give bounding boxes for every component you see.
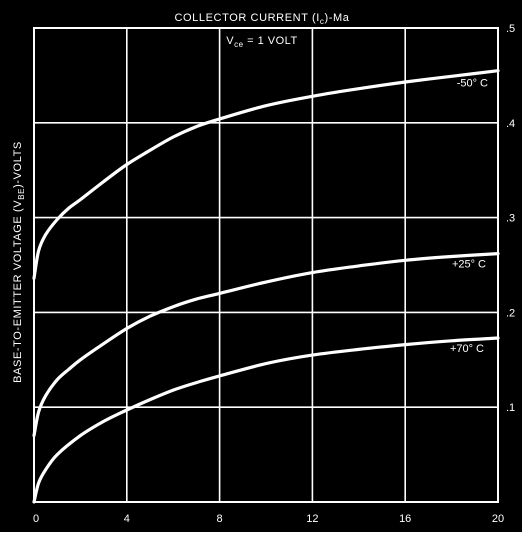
y-tick-label: .4 bbox=[506, 118, 515, 130]
series-label: -50° C bbox=[457, 78, 488, 90]
x-tick-label: 4 bbox=[124, 513, 130, 525]
y-tick-label: .2 bbox=[506, 307, 515, 319]
condition-sub: ce bbox=[234, 40, 244, 49]
y-tick-labels: .1 .2 .3 .4 .5 bbox=[506, 23, 515, 414]
x-tick-label: 8 bbox=[217, 513, 223, 525]
y-axis-label: BASE-TO-EMITTER VOLTAGE (VBE)-VOLTS bbox=[12, 141, 26, 383]
x-tick-label: 16 bbox=[399, 513, 411, 525]
plot-frame bbox=[33, 27, 499, 503]
series-line bbox=[32, 252, 500, 438]
series-label: +25° C bbox=[452, 259, 486, 271]
condition-main: V bbox=[226, 35, 234, 47]
series-label: +70° C bbox=[450, 343, 484, 355]
chart-title-main: COLLECTOR CURRENT (I bbox=[174, 12, 319, 24]
y-axis-label-tail: )-VOLTS bbox=[12, 141, 24, 188]
grid bbox=[34, 28, 498, 502]
x-tick-labels: 0 4 8 12 16 20 bbox=[33, 513, 504, 525]
series-line bbox=[32, 336, 500, 504]
x-tick-label: 0 bbox=[33, 513, 39, 525]
chart-title: COLLECTOR CURRENT (Ic)-Ma bbox=[174, 12, 349, 26]
condition-tail: = 1 VOLT bbox=[244, 35, 298, 47]
chart-title-tail: )-Ma bbox=[325, 12, 350, 24]
x-tick-label: 20 bbox=[492, 513, 504, 525]
y-tick-label: .5 bbox=[506, 23, 515, 35]
y-axis-label-sub: BE bbox=[17, 188, 26, 200]
series-lines bbox=[32, 69, 500, 504]
x-tick-label: 12 bbox=[306, 513, 318, 525]
series-line bbox=[32, 69, 500, 280]
y-axis-label-main: BASE-TO-EMITTER VOLTAGE (V bbox=[12, 200, 24, 383]
y-tick-label: .3 bbox=[506, 213, 515, 225]
chart-title-sub: c bbox=[320, 17, 325, 26]
y-tick-label: .1 bbox=[506, 402, 515, 414]
test-condition: Vce = 1 VOLT bbox=[226, 35, 297, 49]
series-labels: -50° C +25° C +70° C bbox=[450, 78, 488, 355]
